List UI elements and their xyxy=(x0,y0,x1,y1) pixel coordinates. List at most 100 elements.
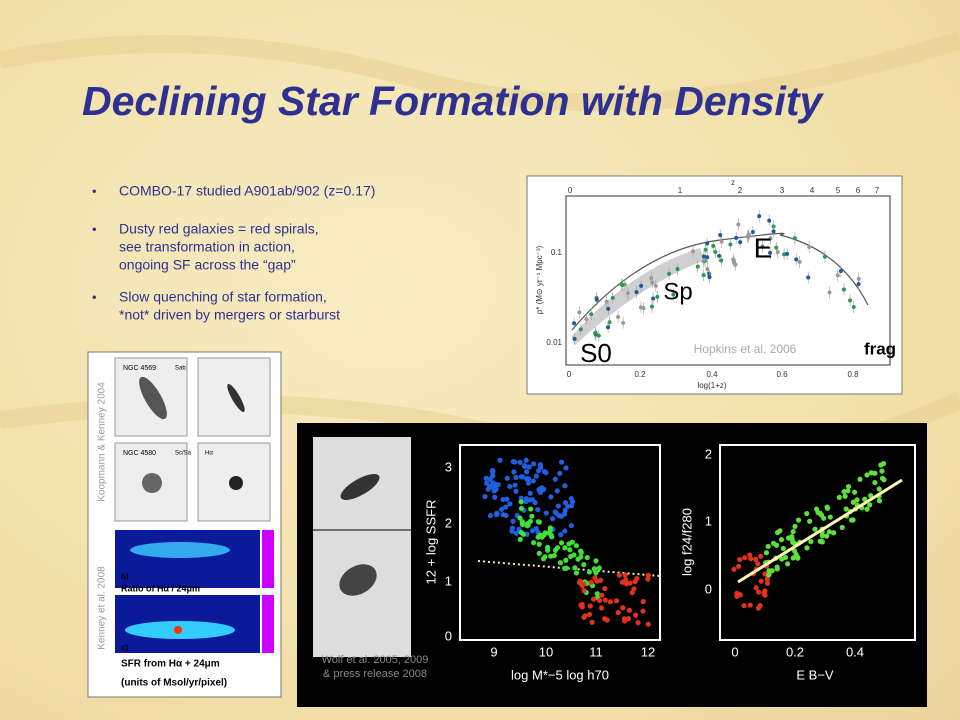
point xyxy=(760,244,765,249)
point xyxy=(827,290,832,295)
point xyxy=(808,539,814,545)
point xyxy=(706,271,711,276)
point xyxy=(761,591,767,597)
x-tick-label: 0 xyxy=(567,370,572,379)
point xyxy=(635,620,641,626)
point xyxy=(774,566,780,572)
point xyxy=(584,317,589,322)
top-tick-label: 1 xyxy=(678,186,683,195)
point xyxy=(492,482,498,488)
point xyxy=(497,457,503,463)
point xyxy=(533,473,539,479)
point xyxy=(824,504,830,510)
point xyxy=(590,596,597,602)
hopkins-axes xyxy=(565,195,891,366)
point xyxy=(769,568,775,574)
point xyxy=(695,264,700,269)
point xyxy=(807,518,813,524)
point xyxy=(822,254,827,259)
point xyxy=(841,287,846,292)
y-tick-label: 0 xyxy=(445,628,452,643)
point xyxy=(524,476,530,482)
credit: Hopkins et al. 2006 xyxy=(694,342,797,356)
galaxy xyxy=(227,384,245,412)
point xyxy=(524,531,530,537)
point xyxy=(711,244,716,249)
point xyxy=(577,578,583,584)
y-tick-label: 0.1 xyxy=(551,248,563,257)
point xyxy=(563,465,569,471)
point xyxy=(707,275,712,280)
emission xyxy=(174,626,182,634)
point xyxy=(701,259,706,264)
point xyxy=(701,273,706,278)
axis-label: log f24/f280 xyxy=(679,508,694,576)
point xyxy=(548,553,554,559)
point xyxy=(528,506,534,512)
point xyxy=(542,554,548,560)
x-tick-label: 0.4 xyxy=(706,370,718,379)
point xyxy=(593,558,599,564)
point xyxy=(622,572,628,578)
point xyxy=(750,230,755,235)
point xyxy=(552,476,558,482)
point xyxy=(562,545,568,551)
point xyxy=(500,512,506,518)
point xyxy=(567,547,573,553)
point xyxy=(568,503,575,509)
point xyxy=(494,510,500,516)
point xyxy=(507,483,513,490)
point xyxy=(539,485,545,491)
point xyxy=(573,543,579,549)
point xyxy=(562,507,568,513)
point xyxy=(522,463,528,470)
point xyxy=(852,489,858,495)
panel-text: Sc/Sa xyxy=(175,451,192,457)
y-tick-label: 0.01 xyxy=(546,338,562,347)
point xyxy=(503,504,509,510)
point xyxy=(510,518,516,524)
point xyxy=(765,543,771,550)
point xyxy=(512,459,518,465)
point xyxy=(845,483,852,490)
model-curve xyxy=(571,232,869,331)
credit: Kenney et al. 2008 xyxy=(97,566,108,650)
point xyxy=(526,464,532,470)
image-panel xyxy=(114,357,188,437)
point xyxy=(701,254,706,259)
point xyxy=(804,545,810,551)
top-tick-label: 4 xyxy=(810,186,815,195)
top-tick-label: 6 xyxy=(856,186,861,195)
point xyxy=(792,523,798,530)
point xyxy=(838,269,843,274)
point xyxy=(621,320,626,325)
point xyxy=(593,570,599,576)
point xyxy=(562,528,568,534)
point xyxy=(753,556,759,562)
point xyxy=(578,554,584,560)
plot2-axes xyxy=(719,444,916,641)
point xyxy=(881,477,887,483)
point xyxy=(558,513,564,519)
annotation: S0 xyxy=(580,338,612,368)
point xyxy=(650,280,655,285)
point xyxy=(536,550,542,556)
point xyxy=(879,468,885,474)
bullet-dot: • xyxy=(92,221,97,236)
point xyxy=(771,229,776,234)
panel-text: NGC 4580 xyxy=(123,450,156,457)
point xyxy=(539,534,545,540)
point xyxy=(806,275,811,280)
point xyxy=(645,621,651,627)
point xyxy=(850,499,856,505)
point xyxy=(487,476,493,482)
slide-title: Declining Star Formation with Density xyxy=(82,78,825,124)
point xyxy=(757,214,762,219)
top-tick-label: 5 xyxy=(836,186,841,195)
bullet-text: *not* driven by mergers or starburst xyxy=(119,307,340,323)
annotation: E xyxy=(754,232,773,263)
bullet-text: see transformation in action, xyxy=(119,239,295,255)
panel-text: (units of Msol/yr/pixel) xyxy=(121,678,227,689)
point xyxy=(531,461,537,467)
